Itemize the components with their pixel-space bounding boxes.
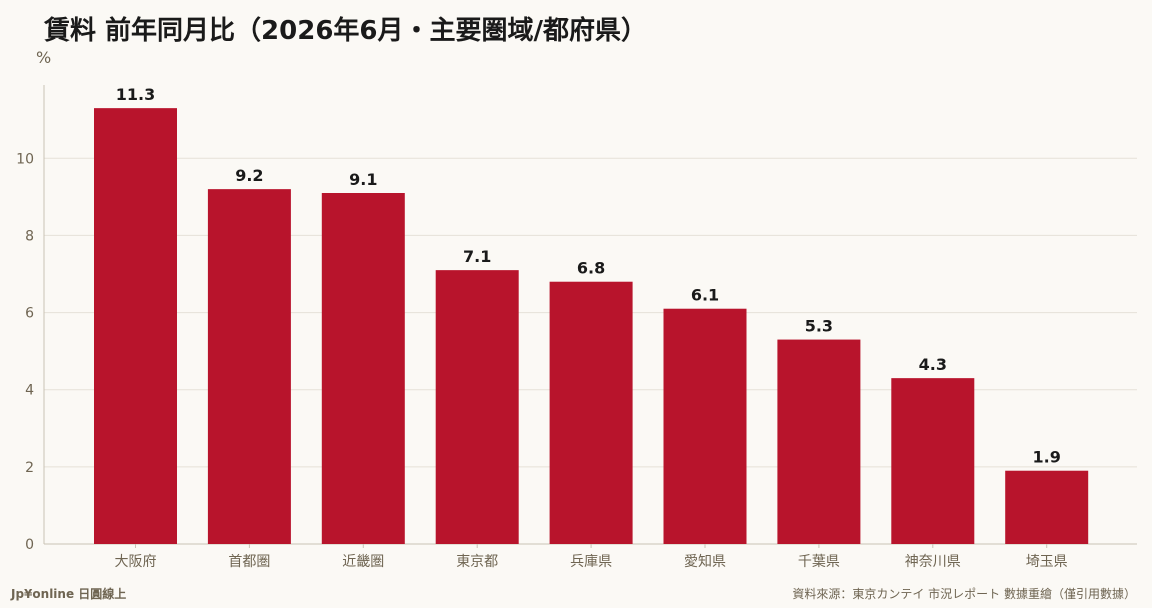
x-tick-label: 首都圏 <box>228 554 270 570</box>
value-label: 5.3 <box>805 317 833 336</box>
bar <box>94 108 177 545</box>
y-tick-label: 4 <box>25 383 34 399</box>
source-note: 資料來源：東京カンテイ 市況レポート 數據重繪（僅引用數據） <box>792 587 1136 601</box>
x-tick-label: 愛知県 <box>684 553 726 570</box>
bar <box>549 281 633 544</box>
bars <box>94 108 1089 545</box>
value-label: 6.1 <box>691 286 719 305</box>
x-tick-label: 千葉県 <box>798 554 840 570</box>
value-label: 9.2 <box>235 166 263 185</box>
x-tick-labels: 大阪府 首都圏 近畿圏 東京都 兵庫県 愛知県 千葉県 神奈川県 埼玉県 <box>115 553 1068 570</box>
value-label: 6.8 <box>577 259 605 278</box>
brand-label: Jp¥online 日圓線上 <box>11 587 127 601</box>
x-tick-label: 神奈川県 <box>905 554 961 570</box>
y-tick-label: 6 <box>25 306 34 322</box>
value-label: 11.3 <box>116 85 155 104</box>
value-labels: 11.3 9.2 9.1 7.1 6.8 6.1 5.3 4.3 1.9 <box>116 85 1061 467</box>
chart-title: 賃料 前年同月比（2026年6月・主要圏域/都府県） <box>44 16 648 46</box>
value-label: 1.9 <box>1033 448 1061 467</box>
y-tick-label: 2 <box>25 460 34 476</box>
bar <box>777 339 861 544</box>
x-tick-label: 兵庫県 <box>570 553 612 570</box>
y-tick-labels: 0 2 4 6 8 10 <box>16 151 34 553</box>
value-label: 9.1 <box>349 170 377 189</box>
bar <box>663 308 747 544</box>
y-tick-label: 0 <box>25 537 34 553</box>
x-tick-label: 大阪府 <box>115 554 157 570</box>
y-axis-unit: % <box>36 48 52 67</box>
bar <box>1005 470 1089 544</box>
x-tick-label: 埼玉県 <box>1026 554 1068 570</box>
bar <box>321 193 405 544</box>
x-tick-label: 近畿圏 <box>342 554 384 570</box>
value-label: 4.3 <box>919 355 947 374</box>
bar <box>207 189 291 544</box>
bar <box>435 270 519 544</box>
bar <box>891 378 975 544</box>
value-label: 7.1 <box>463 247 491 266</box>
x-tick-label: 東京都 <box>456 554 498 570</box>
y-tick-label: 8 <box>25 228 34 244</box>
y-tick-label: 10 <box>16 151 34 167</box>
